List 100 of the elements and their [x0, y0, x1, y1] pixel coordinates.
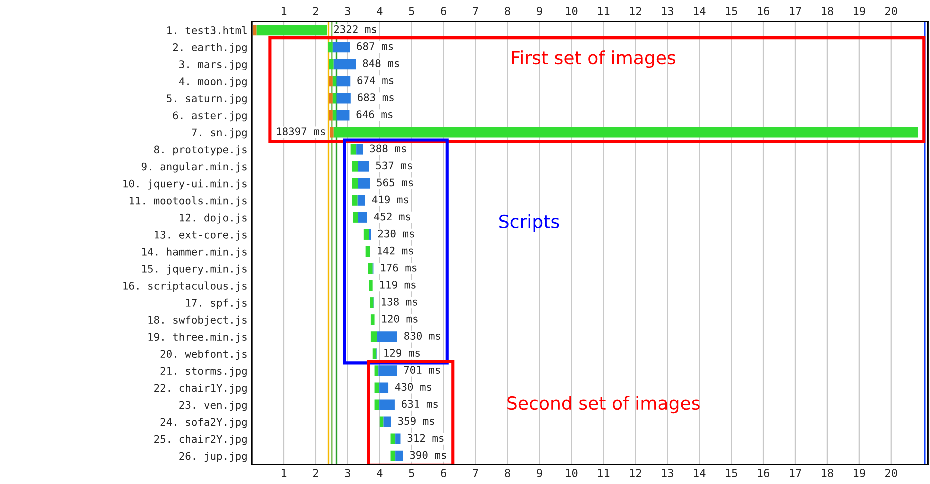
- x2-tick-label: 5: [409, 7, 414, 16]
- total-label: 631 ms: [402, 400, 438, 408]
- x2-tick-label: 10: [566, 7, 578, 16]
- y-tick-label: 20. webfont.js: [160, 350, 247, 360]
- total-label: 687 ms: [357, 42, 394, 50]
- bar: [329, 93, 333, 104]
- x2-tick-label: 1: [282, 7, 287, 16]
- y-tick-label: 17. spf.js: [186, 298, 247, 309]
- bar: [380, 382, 389, 394]
- y-tick-label: 16. scriptaculous.js: [124, 282, 247, 292]
- bar: [353, 212, 358, 223]
- bar: [352, 161, 358, 172]
- bar: [336, 76, 351, 87]
- total-label: 129 ms: [384, 349, 420, 357]
- y-tick-label: 13. ext-core.js: [155, 230, 247, 241]
- bar: [378, 366, 398, 376]
- x2-tick-label: 15: [726, 7, 738, 16]
- x2-tick-label: 6: [441, 7, 446, 16]
- x2-tick-label: 13: [662, 7, 674, 16]
- total-label: 359 ms: [398, 417, 434, 426]
- bar: [358, 178, 370, 189]
- y-tick-label: 6. aster.jpg: [173, 112, 247, 122]
- bar: [377, 332, 398, 342]
- total-label: 430 ms: [395, 383, 432, 392]
- bar: [330, 127, 334, 138]
- x-tick-label: 4: [377, 469, 383, 478]
- x2-tick-label: 7: [473, 7, 478, 16]
- bar: [368, 263, 373, 274]
- bar: [364, 229, 370, 240]
- total-label: 830 ms: [404, 332, 440, 340]
- bar: [328, 42, 333, 53]
- y-tick-label: 7. sn.jpg: [192, 128, 247, 139]
- x-tick-label: 17: [790, 469, 802, 478]
- bar: [334, 127, 918, 138]
- bar: [370, 332, 378, 342]
- y-tick-label: 21. storms.jpg: [160, 367, 247, 378]
- bar: [252, 25, 257, 36]
- annotation: First set of images: [512, 50, 676, 68]
- x2-tick-label: 19: [854, 7, 866, 16]
- bar: [370, 298, 374, 308]
- x2-tick-label: 8: [505, 7, 510, 16]
- y-tick-label: 18. swfobject.js: [148, 316, 247, 326]
- bar: [350, 144, 357, 155]
- bar: [358, 212, 368, 223]
- x-tick-label: 8: [505, 469, 510, 478]
- y-tick-label: 25. chair2Y.jpg: [154, 435, 247, 446]
- bar: [352, 178, 358, 189]
- y-tick-label: 4. moon.jpg: [179, 77, 247, 88]
- total-label: 119 ms: [380, 280, 416, 289]
- bar: [390, 450, 396, 462]
- total-label: 176 ms: [381, 264, 417, 272]
- y-tick-label: 23. ven.jpg: [180, 401, 247, 412]
- bar: [336, 110, 350, 121]
- total-label: 701 ms: [404, 366, 440, 374]
- bar: [384, 416, 392, 428]
- bar: [356, 144, 364, 155]
- x-tick-label: 3: [345, 469, 350, 478]
- total-label: 2322 ms: [334, 25, 376, 34]
- bar: [329, 76, 333, 87]
- bar: [332, 76, 337, 87]
- bar: [380, 400, 395, 410]
- x-tick-label: 18: [822, 469, 834, 478]
- y-tick-label: 1. test3.html: [168, 26, 247, 34]
- bar: [396, 434, 401, 444]
- x-tick-label: 7: [473, 469, 478, 478]
- y-tick-label: 19. three.min.js: [148, 332, 247, 344]
- y-tick-label: 9. angular.min.js: [142, 162, 247, 173]
- total-label: 419 ms: [372, 196, 408, 204]
- total-label: 120 ms: [382, 315, 418, 323]
- bar: [329, 110, 333, 121]
- annotation: Second set of images: [508, 396, 700, 414]
- x-tick-label: 16: [758, 469, 770, 478]
- total-label: 452 ms: [374, 212, 410, 221]
- bar: [374, 366, 379, 376]
- total-label: 230 ms: [378, 230, 414, 238]
- y-tick-label: 12. dojo.js: [180, 214, 247, 224]
- total-label: 848 ms: [363, 60, 400, 68]
- bar: [380, 416, 384, 428]
- total-label: 142 ms: [378, 246, 414, 255]
- x2-tick-label: 11: [598, 7, 610, 16]
- x2-tick-label: 3: [345, 7, 350, 16]
- bar: [374, 382, 380, 394]
- bar: [372, 348, 377, 360]
- bar: [369, 280, 373, 292]
- bar: [370, 314, 375, 326]
- x2-tick-label: 9: [537, 7, 542, 16]
- annotation: Scripts: [500, 214, 560, 232]
- bar: [366, 246, 370, 258]
- bar: [358, 195, 366, 206]
- x-tick-label: 14: [694, 469, 706, 478]
- total-label: 388 ms: [370, 144, 406, 153]
- bar: [334, 59, 356, 70]
- y-tick-label: 8. prototype.js: [154, 146, 247, 156]
- x-tick-label: 20: [886, 469, 898, 478]
- y-tick-label: 22. chair1Y.jpg: [154, 384, 247, 394]
- total-label: 683 ms: [358, 94, 394, 102]
- x-tick-label: 2: [313, 469, 318, 478]
- x2-tick-label: 18: [822, 7, 834, 16]
- total-label: 674 ms: [358, 76, 394, 84]
- x2-tick-label: 17: [790, 7, 802, 16]
